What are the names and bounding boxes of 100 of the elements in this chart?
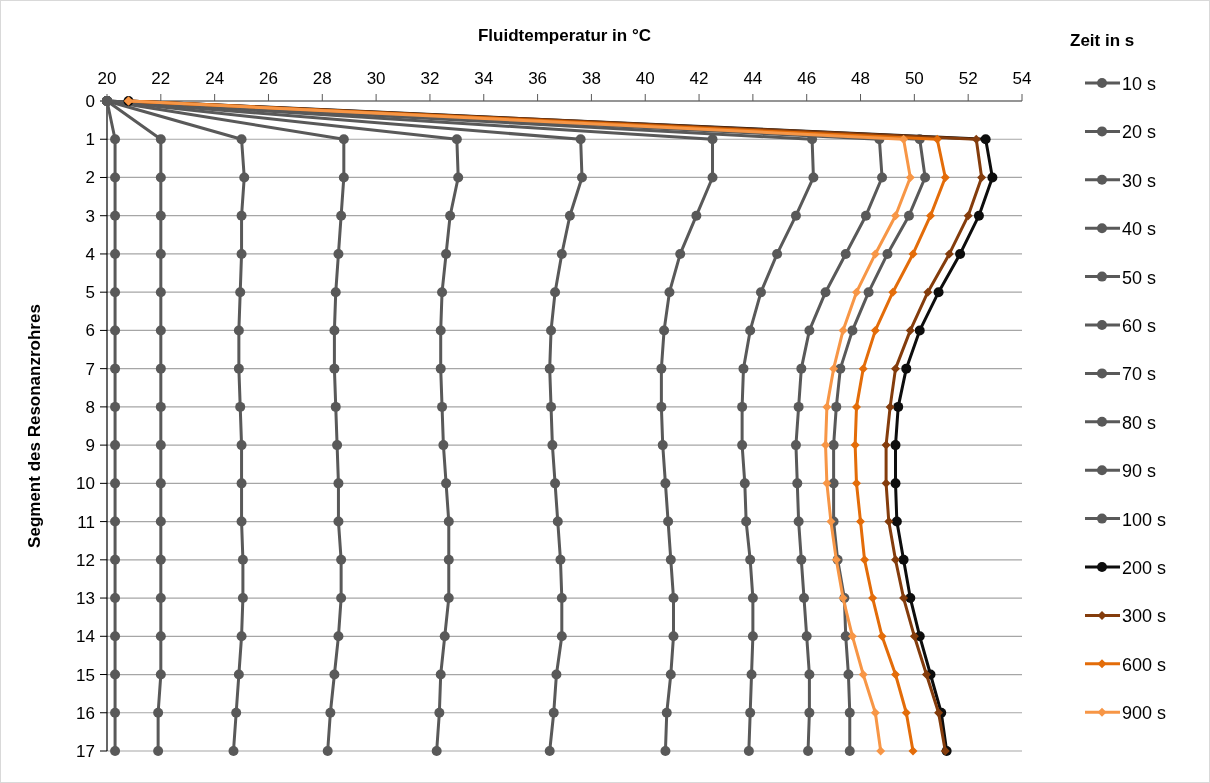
- point: [858, 670, 868, 680]
- point: [656, 401, 667, 412]
- point: [891, 364, 901, 374]
- y-tick-label: 9: [85, 436, 95, 456]
- point: [829, 364, 839, 374]
- point: [555, 554, 566, 565]
- point: [235, 287, 246, 298]
- point: [863, 287, 874, 298]
- point: [803, 746, 814, 756]
- point: [333, 248, 344, 259]
- point: [821, 440, 831, 450]
- point: [155, 440, 166, 451]
- point: [675, 248, 686, 259]
- point: [793, 401, 804, 412]
- point: [443, 554, 454, 565]
- point: [336, 554, 347, 565]
- point: [556, 631, 567, 642]
- point: [438, 440, 449, 451]
- point: [898, 554, 909, 565]
- x-tick-label: 34: [474, 69, 494, 88]
- point: [233, 325, 244, 336]
- point: [921, 670, 931, 680]
- point: [556, 248, 567, 259]
- point: [881, 440, 891, 450]
- point: [110, 210, 121, 221]
- point: [110, 746, 121, 756]
- point: [908, 746, 918, 756]
- point: [890, 440, 901, 451]
- point: [441, 478, 452, 489]
- point: [971, 134, 981, 144]
- y-tick-label: 7: [85, 359, 95, 379]
- point: [437, 401, 448, 412]
- point: [977, 172, 987, 182]
- point: [330, 401, 341, 412]
- point: [239, 172, 250, 183]
- point: [443, 516, 454, 527]
- point: [235, 401, 246, 412]
- legend-label: 50 s: [1122, 267, 1157, 288]
- point: [840, 248, 851, 259]
- point: [914, 325, 925, 336]
- point: [336, 593, 347, 604]
- y-tick-label: 4: [85, 244, 95, 264]
- point: [745, 707, 756, 718]
- point: [546, 325, 557, 336]
- y-tick-label: 17: [76, 742, 95, 761]
- point: [155, 478, 166, 489]
- point: [890, 478, 901, 489]
- point: [772, 248, 783, 259]
- point: [707, 134, 718, 145]
- point: [955, 248, 966, 259]
- point: [155, 325, 166, 336]
- point: [745, 554, 756, 565]
- legend-label: 600 s: [1122, 654, 1167, 675]
- point: [551, 669, 562, 680]
- point: [799, 593, 810, 604]
- point: [882, 248, 893, 259]
- point: [909, 631, 919, 641]
- point: [822, 402, 832, 412]
- point: [747, 631, 758, 642]
- point: [796, 554, 807, 565]
- point: [325, 707, 336, 718]
- point: [333, 478, 344, 489]
- y-tick-label: 2: [85, 168, 95, 188]
- point: [891, 516, 902, 527]
- point: [891, 670, 901, 680]
- point: [110, 287, 121, 298]
- point: [843, 669, 854, 680]
- point: [548, 707, 559, 718]
- point: [828, 440, 839, 451]
- x-tick-label: 30: [366, 69, 386, 88]
- point: [550, 287, 561, 298]
- point: [544, 746, 555, 756]
- point: [877, 172, 888, 183]
- point: [155, 669, 166, 680]
- point: [973, 210, 984, 221]
- point: [153, 707, 164, 718]
- point: [908, 249, 918, 259]
- point: [329, 363, 340, 374]
- point: [155, 248, 166, 259]
- point: [110, 248, 121, 259]
- x-tick-label: 22: [151, 69, 171, 88]
- point: [905, 325, 915, 335]
- y-tick-label: 15: [76, 665, 95, 685]
- point: [110, 172, 121, 183]
- point: [793, 516, 804, 527]
- x-tick-label: 46: [797, 69, 817, 88]
- point: [891, 555, 901, 565]
- x-tick-label: 28: [312, 69, 332, 88]
- point: [664, 287, 675, 298]
- point: [868, 593, 878, 603]
- point: [804, 707, 815, 718]
- point: [923, 287, 933, 297]
- point: [443, 593, 454, 604]
- y-tick-label: 1: [85, 130, 95, 150]
- point: [236, 248, 247, 259]
- point: [547, 440, 558, 451]
- point: [933, 287, 944, 298]
- point: [155, 593, 166, 604]
- point: [236, 440, 247, 451]
- point: [877, 631, 887, 641]
